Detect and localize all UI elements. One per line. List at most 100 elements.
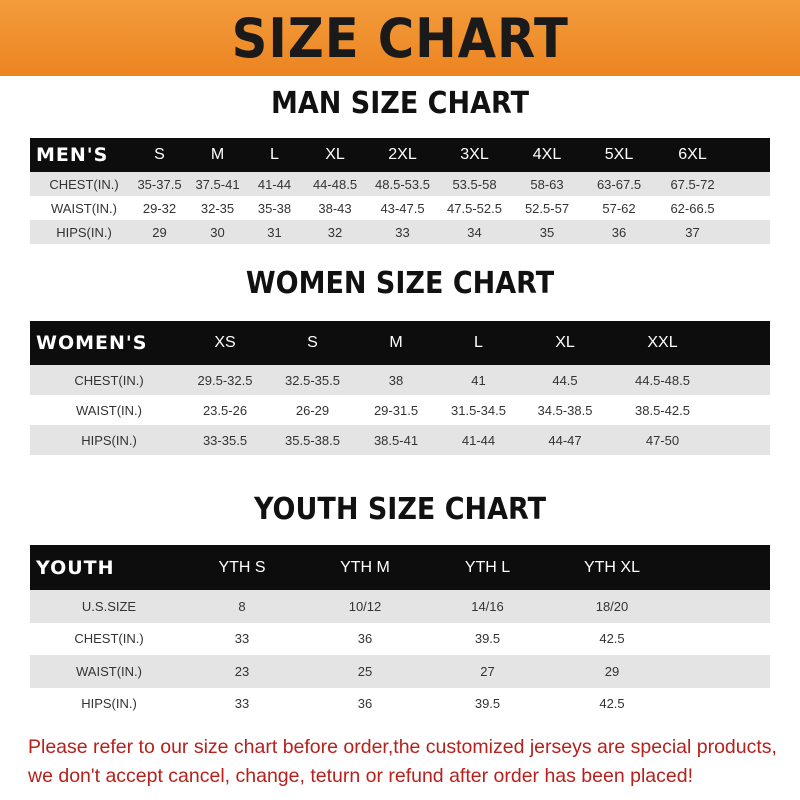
size-cell: 63-67.5 xyxy=(596,176,642,192)
size-cell: 25 xyxy=(357,663,373,679)
size-cell: 33 xyxy=(395,224,410,240)
size-cell: 27 xyxy=(480,663,495,679)
size-cell: 37.5-41 xyxy=(195,176,240,192)
size-cell: S xyxy=(307,334,318,351)
size-cell: 67.5-72 xyxy=(670,176,715,192)
row-label: WAIST(IN.) xyxy=(51,200,117,216)
size-cell: 33 xyxy=(234,631,250,647)
size-cell: 34.5-38.5 xyxy=(537,402,593,418)
size-cell: M xyxy=(389,334,403,351)
size-cell: 37 xyxy=(685,224,700,240)
size-cell: 62-66.5 xyxy=(670,200,715,216)
row-label: HIPS(IN.) xyxy=(81,696,137,712)
size-cell: 26-29 xyxy=(295,402,330,418)
row-label: MEN'S xyxy=(36,144,109,166)
youth-size-table: YOUTH YTH S YTH M YTH L YTH XL U.S.SIZE 8 10/12… xyxy=(30,545,770,720)
size-cell: 52.5-57 xyxy=(524,200,570,216)
size-cell: 42.5 xyxy=(599,696,625,712)
size-cell: 36 xyxy=(357,696,373,712)
size-cell: 6XL xyxy=(678,146,707,163)
size-cell: 14/16 xyxy=(471,598,504,614)
size-cell: 44.5-48.5 xyxy=(635,372,690,388)
size-cell: M xyxy=(210,146,225,163)
size-cell: 35-38 xyxy=(257,200,292,216)
size-cell: 36 xyxy=(357,631,373,647)
size-cell: XS xyxy=(214,334,236,351)
women-section-title: WOMEN SIZE CHART xyxy=(245,266,555,301)
size-cell: 42.5 xyxy=(599,631,625,647)
size-cell: 29.5-32.5 xyxy=(197,372,253,388)
header-row: MEN'S S M L XL 2XL 3XL 4XL 5XL 6XL xyxy=(30,138,770,172)
size-cell: 23.5-26 xyxy=(202,402,248,418)
size-cell: YTH XL xyxy=(583,558,640,576)
size-cell: 18/20 xyxy=(595,598,629,614)
notice-line: we don't accept cancel, change, teturn o… xyxy=(28,765,693,787)
size-cell: 39.5 xyxy=(474,696,501,712)
size-cell: XL xyxy=(555,334,575,351)
header-row: WOMEN'S XS S M L XL XXL xyxy=(30,321,770,365)
size-cell: 58-63 xyxy=(530,176,564,192)
row-label: YOUTH xyxy=(36,556,115,579)
table-row: WAIST(IN.) 23.5-26 26-29 29-31.5 31.5-34.5 34… xyxy=(30,395,770,425)
row-label: WAIST(IN.) xyxy=(76,663,142,679)
size-cell: 35 xyxy=(539,224,555,240)
notice-text: Please refer to our size chart before or… xyxy=(28,733,788,791)
row-label: CHEST(IN.) xyxy=(74,372,144,388)
size-cell: 33 xyxy=(234,696,250,712)
size-cell: L xyxy=(270,146,279,163)
size-cell: 34 xyxy=(467,224,482,240)
size-cell: YTH S xyxy=(218,558,266,576)
size-cell: XL xyxy=(325,146,345,163)
size-cell: 33-35.5 xyxy=(202,432,248,448)
size-cell: 4XL xyxy=(532,146,562,163)
size-cell: 31 xyxy=(267,224,282,240)
size-cell: 48.5-53.5 xyxy=(375,176,430,192)
table-row: U.S.SIZE 8 10/12 14/16 18/20 xyxy=(30,590,770,623)
size-cell: 35.5-38.5 xyxy=(285,432,340,448)
size-cell: 47-50 xyxy=(645,432,680,448)
size-cell: 41-44 xyxy=(257,176,292,192)
size-cell: 44-47 xyxy=(548,432,582,448)
size-cell: 29 xyxy=(152,224,167,240)
women-size-table: WOMEN'S XS S M L XL XXL CHEST(IN.) 29.5-32.5 32.5… xyxy=(30,321,770,455)
size-cell: 41 xyxy=(471,372,486,388)
men-section-title: MAN SIZE CHART xyxy=(271,86,529,121)
size-cell: 32 xyxy=(327,224,343,240)
size-cell: 53.5-58 xyxy=(452,176,497,192)
size-cell: 39.5 xyxy=(474,631,501,647)
row-label: HIPS(IN.) xyxy=(56,224,112,240)
row-label: CHEST(IN.) xyxy=(74,631,144,647)
table-row: CHEST(IN.) 33 36 39.5 42.5 xyxy=(30,623,770,656)
size-cell: 31.5-34.5 xyxy=(451,402,506,418)
size-cell: L xyxy=(474,334,483,351)
table-row: HIPS(IN.) 33 36 39.5 42.5 xyxy=(30,688,770,721)
size-cell: 47.5-52.5 xyxy=(447,200,502,216)
men-size-table: MEN'S S M L XL 2XL 3XL 4XL 5XL 6XL CHEST(IN.) 35-37… xyxy=(30,138,770,244)
size-cell: YTH M xyxy=(340,558,390,576)
size-cell: 44.5 xyxy=(552,372,578,388)
size-cell: 32.5-35.5 xyxy=(285,372,340,388)
size-cell: 2XL xyxy=(388,146,417,163)
row-label: CHEST(IN.) xyxy=(49,176,119,192)
table-row: WAIST(IN.) 29-32 32-35 35-38 38-43 43-47.5 47.… xyxy=(30,196,770,220)
table-row: CHEST(IN.) 35-37.5 37.5-41 41-44 44-48.5 48.5… xyxy=(30,172,770,196)
size-cell: 44-48.5 xyxy=(312,176,358,192)
table-row: HIPS(IN.) 33-35.5 35.5-38.5 38.5-41 41-44 44-… xyxy=(30,425,770,455)
notice-line: Please refer to our size chart before or… xyxy=(28,736,777,758)
size-cell: 8 xyxy=(238,598,246,614)
size-cell: 3XL xyxy=(460,146,489,163)
size-cell: 29 xyxy=(604,663,620,679)
size-cell: XXL xyxy=(647,334,678,351)
size-cell: 57-62 xyxy=(602,200,636,216)
size-cell: 5XL xyxy=(604,146,634,163)
table-row: WAIST(IN.) 23 25 27 29 xyxy=(30,655,770,688)
row-label: WAIST(IN.) xyxy=(76,402,142,418)
size-cell: 43-47.5 xyxy=(380,200,425,216)
size-cell: 10/12 xyxy=(348,598,382,614)
size-cell: 35-37.5 xyxy=(137,176,182,192)
size-cell: 29-31.5 xyxy=(373,402,419,418)
size-cell: YTH L xyxy=(464,558,511,576)
banner: SIZE CHART xyxy=(0,0,800,76)
header-row: YOUTH YTH S YTH M YTH L YTH XL xyxy=(30,545,770,590)
size-cell: 38.5-41 xyxy=(373,432,419,448)
